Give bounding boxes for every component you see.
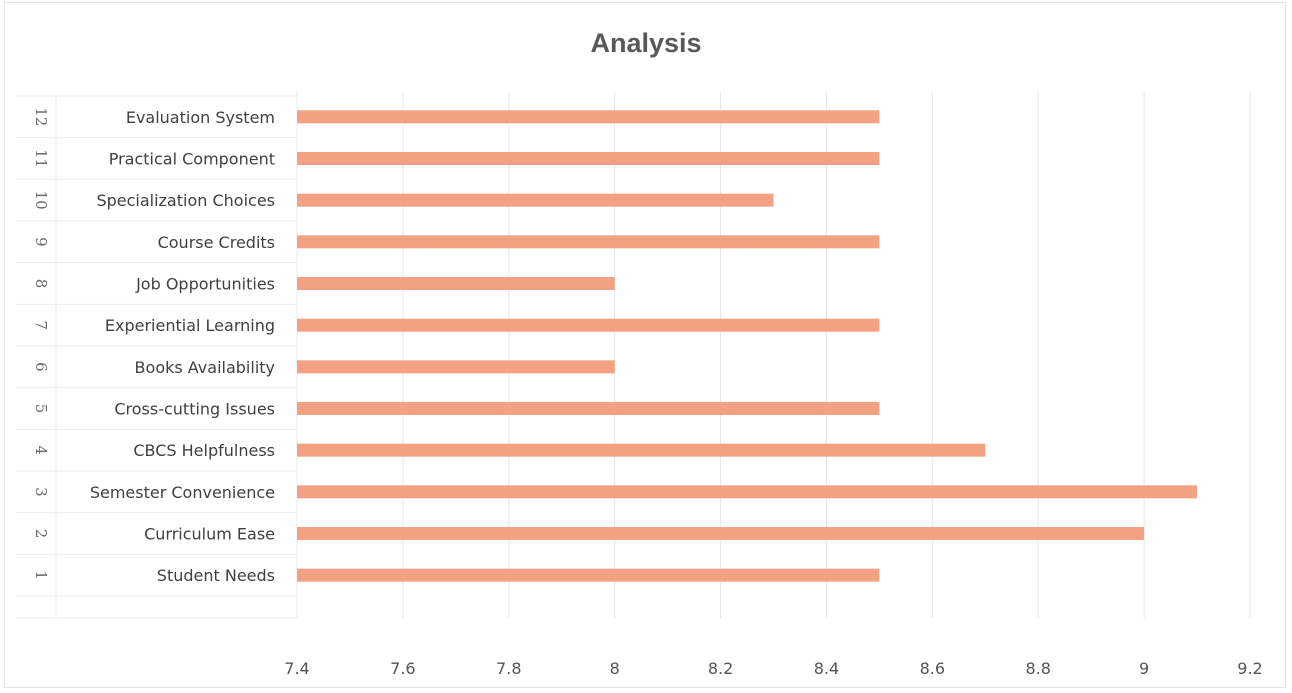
chart-title: Analysis — [590, 28, 702, 58]
x-tick-label-5: 8.4 — [814, 659, 839, 678]
bar-4 — [297, 443, 986, 457]
bar-3 — [297, 485, 1198, 499]
row-number-8: 8 — [32, 279, 50, 289]
x-tick-label-2: 7.8 — [496, 659, 521, 678]
category-label-7: Experiential Learning — [105, 316, 275, 335]
row-number-11: 11 — [32, 149, 50, 168]
bar-6 — [297, 360, 615, 374]
x-tick-label-3: 8 — [610, 659, 620, 678]
x-tick-label-9: 9.2 — [1237, 659, 1262, 678]
row-number-4: 4 — [32, 445, 50, 455]
bars-layer — [297, 110, 1198, 582]
x-tick-label-7: 8.8 — [1025, 659, 1050, 678]
x-tick-label-8: 9 — [1139, 659, 1149, 678]
row-number-5: 5 — [32, 404, 50, 414]
bar-10 — [297, 193, 774, 207]
category-label-5: Cross-cutting Issues — [114, 400, 275, 419]
category-label-12: Evaluation System — [126, 108, 275, 127]
category-label-2: Curriculum Ease — [144, 525, 275, 544]
bar-7 — [297, 318, 880, 332]
bar-8 — [297, 277, 615, 290]
x-tick-label-4: 8.2 — [708, 659, 733, 678]
category-label-11: Practical Component — [109, 150, 275, 169]
category-label-3: Semester Convenience — [90, 483, 275, 502]
bar-5 — [297, 402, 880, 415]
category-label-8: Job Opportunities — [135, 275, 275, 294]
row-number-12: 12 — [32, 107, 50, 126]
category-label-1: Student Needs — [157, 566, 275, 585]
x-tick-label-0: 7.4 — [284, 659, 309, 678]
bar-12 — [297, 110, 880, 124]
row-number-3: 3 — [32, 487, 50, 497]
bar-11 — [297, 152, 880, 165]
x-axis-ticks: 7.4 7.6 7.8 8 8.2 8.4 8.6 8.8 9 9.2 — [284, 659, 1262, 678]
category-label-6: Books Availability — [135, 358, 275, 377]
chart-frame — [4, 2, 1286, 688]
row-number-7: 7 — [32, 320, 50, 330]
x-tick-label-1: 7.6 — [390, 659, 415, 678]
bar-2 — [297, 527, 1145, 540]
category-label-10: Specialization Choices — [96, 191, 275, 210]
x-tick-label-6: 8.6 — [920, 659, 945, 678]
bar-1 — [297, 568, 880, 582]
row-number-9: 9 — [32, 237, 50, 247]
row-number-2: 2 — [32, 529, 50, 539]
row-number-6: 6 — [32, 362, 50, 372]
category-label-9: Course Credits — [158, 233, 275, 252]
labels-layer: Student Needs 1 Curriculum Ease 2 Semester C… — [32, 107, 275, 585]
category-label-4: CBCS Helpfulness — [133, 441, 275, 460]
row-number-10: 10 — [32, 191, 50, 210]
row-number-1: 1 — [32, 570, 50, 580]
bar-9 — [297, 235, 880, 249]
